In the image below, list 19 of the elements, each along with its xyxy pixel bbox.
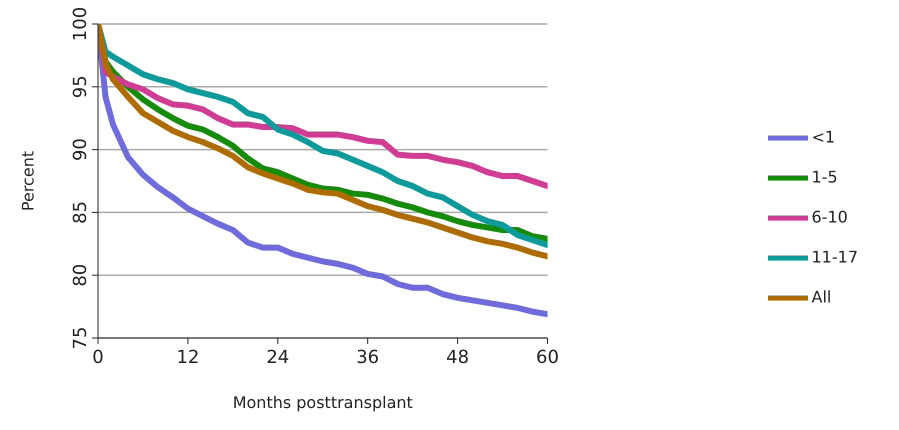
legend-label: 1-5 <box>812 167 838 186</box>
x-axis-title: Months posttransplant <box>232 393 413 412</box>
x-tick-label: 24 <box>266 346 290 368</box>
y-tick-label: 75 <box>70 326 91 350</box>
legend-label: 11-17 <box>812 247 858 266</box>
x-tick-label: 12 <box>176 346 200 368</box>
legend-label: <1 <box>812 127 836 146</box>
y-axis-title: Percent <box>18 150 38 212</box>
y-tick-label: 85 <box>70 200 91 224</box>
legend-label: 6-10 <box>812 207 848 226</box>
x-tick-label: 48 <box>446 346 470 368</box>
legend-label: All <box>812 287 832 306</box>
x-tick-label: 60 <box>536 346 559 368</box>
y-tick-label: 95 <box>70 75 91 98</box>
x-tick-label: 36 <box>356 346 380 368</box>
y-tick-label: 90 <box>70 138 91 162</box>
y-tick-label: 80 <box>70 264 91 287</box>
y-tick-label: 100 <box>70 6 91 42</box>
x-tick-label: 0 <box>92 346 104 368</box>
